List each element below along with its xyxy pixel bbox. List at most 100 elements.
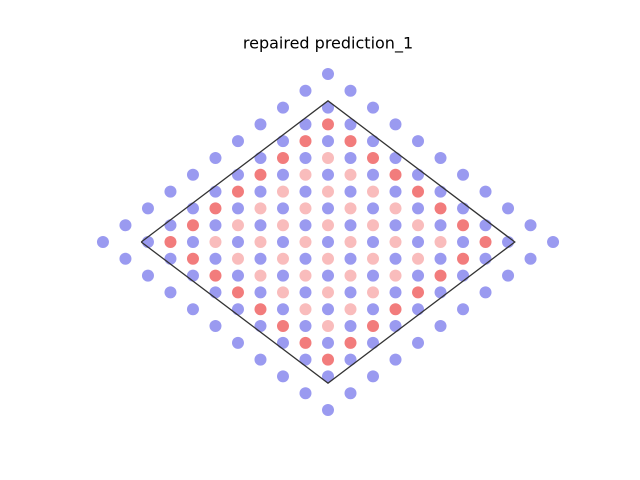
scatter-point — [479, 252, 492, 265]
scatter-point — [344, 185, 357, 198]
scatter-point — [434, 269, 447, 282]
scatter-point — [254, 185, 267, 198]
scatter-point — [254, 151, 267, 164]
scatter-point — [276, 151, 289, 164]
scatter-point — [276, 320, 289, 333]
scatter-point — [231, 336, 244, 349]
scatter-point — [479, 185, 492, 198]
scatter-point — [254, 303, 267, 316]
scatter-point — [367, 370, 380, 383]
scatter-point — [276, 303, 289, 316]
scatter-point — [367, 336, 380, 349]
scatter-point — [209, 286, 222, 299]
scatter-point — [367, 202, 380, 215]
scatter-point — [186, 168, 199, 181]
scatter-point — [254, 353, 267, 366]
scatter-point — [322, 219, 334, 232]
scatter-point — [322, 202, 334, 215]
scatter-point — [186, 303, 199, 316]
scatter-point — [322, 370, 334, 383]
scatter-point — [389, 202, 402, 215]
scatter-point — [344, 202, 357, 215]
chart-title: repaired prediction_1 — [243, 34, 413, 54]
scatter-point — [322, 404, 334, 417]
scatter-point — [389, 118, 402, 131]
scatter-point — [412, 286, 425, 299]
scatter-point — [254, 118, 267, 131]
scatter-point — [96, 236, 109, 248]
scatter-point — [322, 320, 334, 333]
scatter-point — [231, 286, 244, 299]
scatter-point — [299, 219, 312, 232]
scatter-point — [322, 168, 334, 181]
scatter-point — [231, 168, 244, 181]
scatter-point — [367, 185, 380, 198]
scatter-point — [276, 370, 289, 383]
scatter-point — [186, 236, 199, 248]
scatter-point — [322, 269, 334, 282]
scatter-point — [412, 185, 425, 198]
scatter-point — [276, 252, 289, 265]
scatter-point — [299, 336, 312, 349]
scatter-point — [367, 236, 380, 248]
scatter-point — [276, 168, 289, 181]
scatter-point — [231, 202, 244, 215]
scatter-point — [209, 202, 222, 215]
scatter-point — [344, 320, 357, 333]
scatter-point — [389, 353, 402, 366]
scatter-point — [502, 236, 515, 248]
scatter-point — [434, 202, 447, 215]
scatter-point — [119, 219, 132, 232]
scatter-point — [276, 269, 289, 282]
scatter-point — [502, 202, 515, 215]
scatter-point — [186, 202, 199, 215]
scatter-point — [457, 168, 470, 181]
scatter-point — [344, 84, 357, 97]
scatter-point — [164, 286, 177, 299]
scatter-point — [344, 236, 357, 248]
scatter-point — [276, 286, 289, 299]
scatter-point — [412, 202, 425, 215]
scatter-point — [322, 135, 334, 148]
scatter-point — [367, 252, 380, 265]
scatter-point — [412, 236, 425, 248]
scatter-point — [276, 336, 289, 349]
scatter-point — [367, 269, 380, 282]
scatter-point — [141, 202, 154, 215]
scatter-point — [276, 185, 289, 198]
scatter-point — [344, 286, 357, 299]
scatter-point — [299, 135, 312, 148]
scatter-point — [524, 252, 537, 265]
scatter-point — [344, 219, 357, 232]
scatter-point — [322, 151, 334, 164]
scatter-point — [322, 336, 334, 349]
scatter-point — [254, 219, 267, 232]
scatter-point — [322, 236, 334, 248]
scatter-point — [186, 252, 199, 265]
scatter-point — [231, 269, 244, 282]
scatter-point — [479, 286, 492, 299]
scatter-point — [389, 252, 402, 265]
scatter-point — [322, 303, 334, 316]
scatter-point — [322, 353, 334, 366]
scatter-point — [412, 219, 425, 232]
scatter-point — [412, 269, 425, 282]
scatter-point — [344, 336, 357, 349]
scatter-point — [389, 269, 402, 282]
scatter-point — [299, 236, 312, 248]
scatter-point — [209, 252, 222, 265]
scatter-point — [389, 168, 402, 181]
scatter-point — [299, 353, 312, 366]
scatter-point — [299, 252, 312, 265]
scatter-point — [231, 236, 244, 248]
scatter-point — [412, 252, 425, 265]
scatter-point — [322, 286, 334, 299]
scatter-point — [389, 320, 402, 333]
scatter-point — [322, 185, 334, 198]
scatter-point — [434, 185, 447, 198]
scatter-point — [299, 185, 312, 198]
scatter-point — [254, 252, 267, 265]
scatter-point — [254, 236, 267, 248]
